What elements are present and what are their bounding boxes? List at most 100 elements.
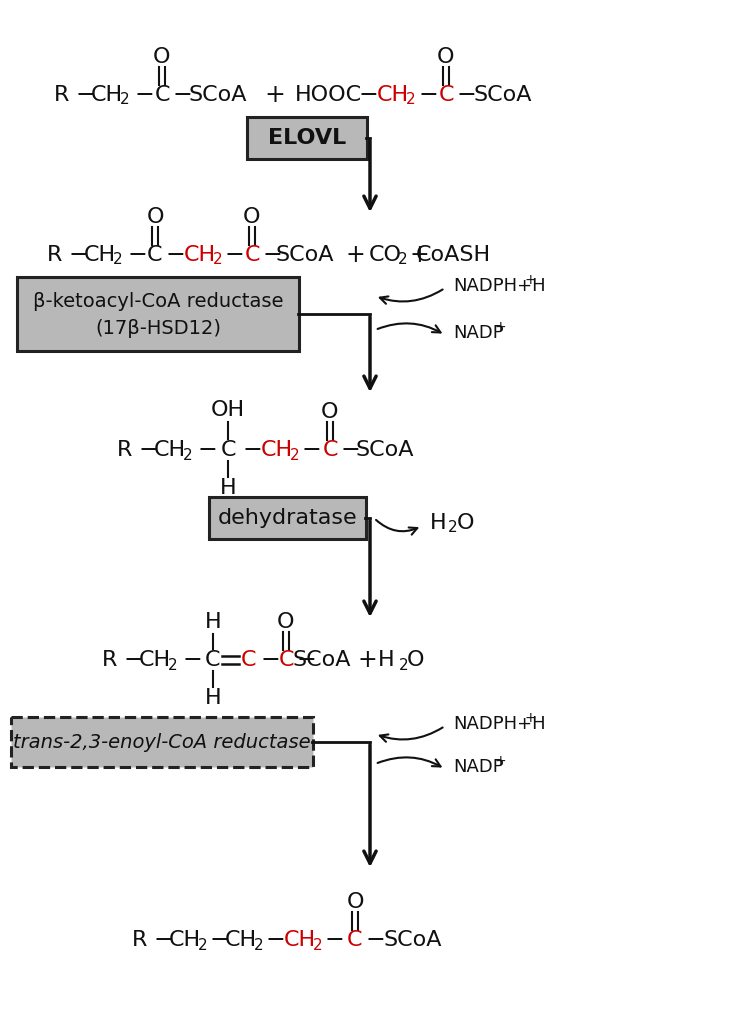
Text: −: − <box>138 438 158 462</box>
Text: 2: 2 <box>448 520 458 536</box>
Text: −: − <box>365 928 385 952</box>
Text: −: − <box>324 928 344 952</box>
Text: H: H <box>205 688 221 708</box>
Text: −: − <box>209 928 229 952</box>
Text: O: O <box>457 513 475 533</box>
Text: +: + <box>525 711 537 725</box>
Text: SCoA: SCoA <box>292 650 351 670</box>
Text: CH: CH <box>225 930 257 950</box>
Text: 2: 2 <box>183 447 193 463</box>
Text: C: C <box>147 245 163 265</box>
Text: C: C <box>438 85 454 105</box>
Text: −: − <box>172 83 192 107</box>
Text: C: C <box>220 440 236 460</box>
Text: +: + <box>525 273 537 287</box>
Text: 2: 2 <box>399 658 409 672</box>
Text: −: − <box>242 438 262 462</box>
Text: C: C <box>244 245 260 265</box>
Text: NADP: NADP <box>453 324 504 342</box>
Text: −: − <box>340 438 360 462</box>
Text: −: − <box>153 928 173 952</box>
Text: R: R <box>54 85 70 105</box>
Text: −: − <box>358 83 378 107</box>
Text: NADPH+H: NADPH+H <box>453 715 545 733</box>
Text: CH: CH <box>84 245 116 265</box>
Text: −: − <box>165 243 184 267</box>
Text: CH: CH <box>91 85 123 105</box>
Text: H: H <box>430 513 447 533</box>
Text: O: O <box>278 612 295 632</box>
Text: NADPH+H: NADPH+H <box>453 277 545 295</box>
Text: C: C <box>154 85 170 105</box>
Text: C: C <box>347 930 363 950</box>
Text: R: R <box>47 245 63 265</box>
FancyBboxPatch shape <box>247 117 367 159</box>
Text: CH: CH <box>139 650 171 670</box>
Text: SCoA: SCoA <box>189 85 248 105</box>
Text: HOOC: HOOC <box>295 85 362 105</box>
Text: C: C <box>322 440 338 460</box>
Text: O: O <box>146 207 164 227</box>
Text: +: + <box>410 243 429 267</box>
Text: H: H <box>378 650 394 670</box>
Text: CH: CH <box>184 245 216 265</box>
Text: CH: CH <box>284 930 316 950</box>
Text: CO: CO <box>368 245 401 265</box>
Text: −: − <box>266 928 285 952</box>
Text: −: − <box>262 243 282 267</box>
Text: O: O <box>321 402 339 423</box>
Text: 2: 2 <box>198 938 208 953</box>
Text: 2: 2 <box>406 93 416 108</box>
Text: NADP: NADP <box>453 758 504 776</box>
Text: 2: 2 <box>290 447 300 463</box>
Text: 2: 2 <box>168 658 178 672</box>
FancyBboxPatch shape <box>209 497 366 539</box>
Text: 2: 2 <box>120 93 130 108</box>
Text: −: − <box>419 83 438 107</box>
Text: −: − <box>134 83 154 107</box>
Text: R: R <box>102 650 118 670</box>
Text: SCoA: SCoA <box>474 85 532 105</box>
Text: CH: CH <box>169 930 201 950</box>
Text: 2: 2 <box>254 938 264 953</box>
Text: +: + <box>357 648 376 672</box>
Text: C: C <box>278 650 294 670</box>
Text: CoASH: CoASH <box>416 245 491 265</box>
Text: −: − <box>123 648 142 672</box>
Text: 2: 2 <box>314 938 322 953</box>
Text: C: C <box>240 650 256 670</box>
Text: SCoA: SCoA <box>276 245 334 265</box>
Text: −: − <box>260 648 280 672</box>
Text: H: H <box>205 612 221 632</box>
Text: CH: CH <box>261 440 293 460</box>
Text: β-ketoacyl-CoA reductase: β-ketoacyl-CoA reductase <box>33 292 284 311</box>
Text: dehydratase: dehydratase <box>217 508 357 528</box>
Text: −: − <box>224 243 244 267</box>
Text: SCoA: SCoA <box>356 440 414 460</box>
Text: 2: 2 <box>113 253 123 267</box>
Text: −: − <box>75 83 94 107</box>
Text: R: R <box>117 440 133 460</box>
Text: +: + <box>345 243 364 267</box>
Text: +: + <box>265 83 286 107</box>
Text: −: − <box>456 83 476 107</box>
Text: ELOVL: ELOVL <box>268 128 346 148</box>
Text: CH: CH <box>377 85 409 105</box>
Text: O: O <box>243 207 261 227</box>
Text: OH: OH <box>211 400 245 420</box>
Text: −: − <box>127 243 147 267</box>
Text: C: C <box>206 650 220 670</box>
Text: −: − <box>182 648 202 672</box>
Text: O: O <box>346 892 364 912</box>
Text: R: R <box>132 930 148 950</box>
Text: −: − <box>68 243 88 267</box>
Text: −: − <box>301 438 321 462</box>
Text: H: H <box>220 478 236 498</box>
Text: O: O <box>437 47 454 67</box>
Text: −: − <box>197 438 217 462</box>
Text: 2: 2 <box>213 253 223 267</box>
Text: (17β-HSD12): (17β-HSD12) <box>95 319 221 338</box>
Text: O: O <box>406 650 424 670</box>
FancyBboxPatch shape <box>11 717 313 767</box>
FancyBboxPatch shape <box>17 277 299 351</box>
